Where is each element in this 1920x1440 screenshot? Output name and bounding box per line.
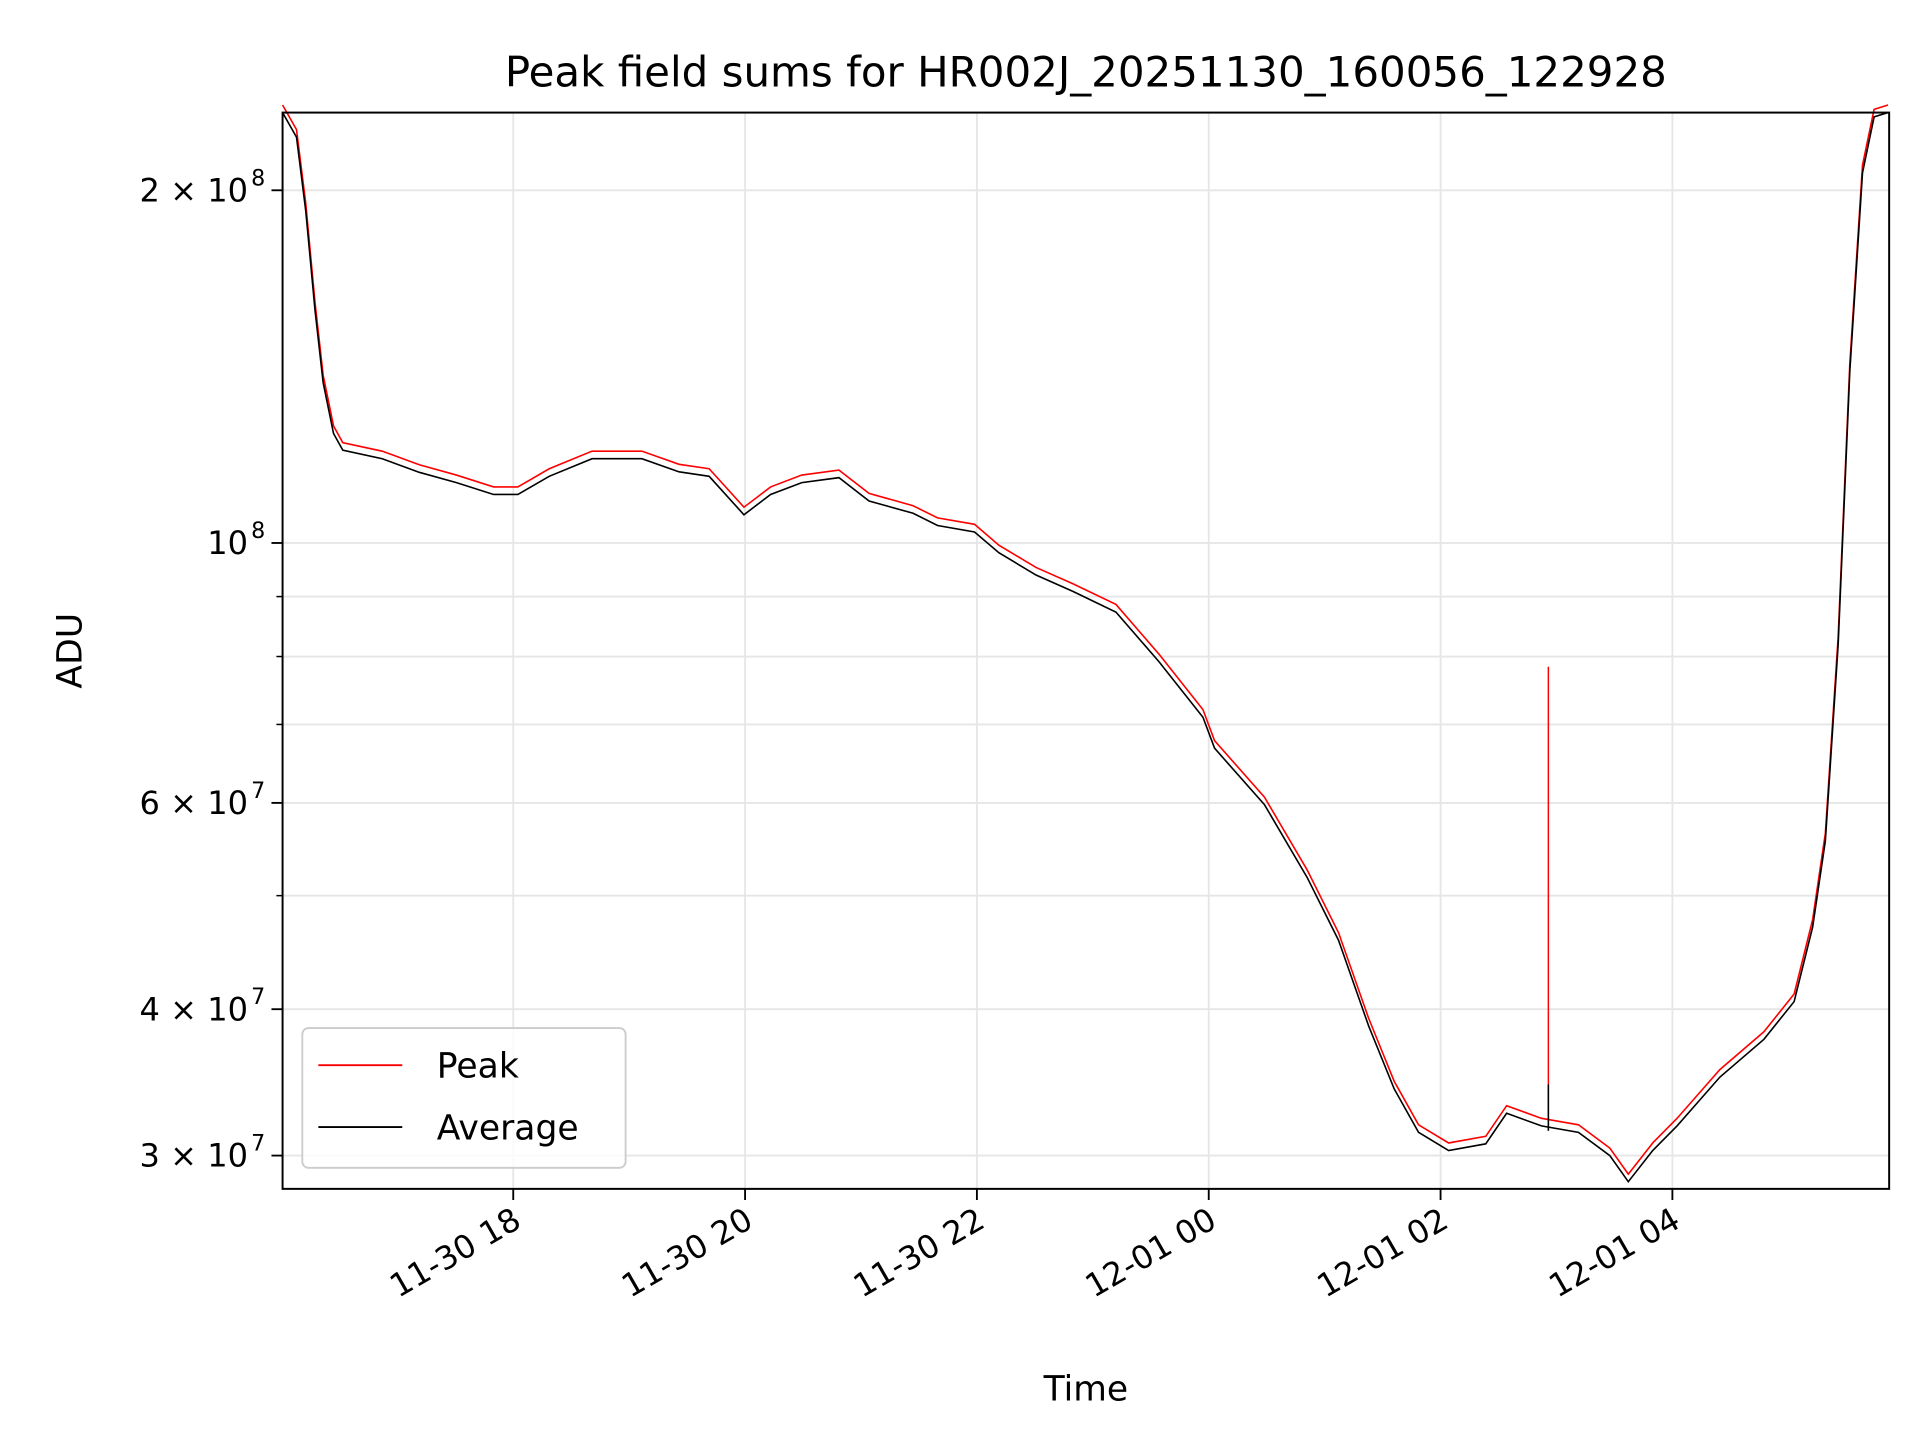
y-tick-base: 10 [207, 524, 248, 562]
y-tick-exponent: 7 [251, 984, 265, 1010]
y-tick-label: 3 × 10 [140, 1137, 248, 1175]
chart-title: Peak field sums for HR002J_20251130_1600… [505, 48, 1667, 97]
y-tick-base: 6 × 10 [140, 784, 248, 822]
y-tick-label: 2 × 10 [140, 171, 248, 209]
y-tick-label: 6 × 10 [140, 784, 248, 822]
y-tick-exponent: 8 [251, 518, 265, 544]
y-tick-base: 4 × 10 [140, 990, 248, 1028]
series-line-peak [281, 104, 1889, 1176]
y-tick-base: 2 × 10 [140, 171, 248, 209]
y-axis-label: ADU [50, 613, 90, 689]
y-tick-base: 3 × 10 [140, 1137, 248, 1175]
y-axis: 3 × 10 74 × 10 76 × 10 710 82 × 10 8 [140, 165, 283, 1175]
series-line-average [281, 111, 1889, 1184]
y-tick-exponent: 7 [251, 778, 265, 804]
legend: Peak Average [301, 1027, 627, 1169]
x-axis-label: Time [1043, 1369, 1129, 1409]
grid [282, 112, 1890, 1189]
legend-box [301, 1027, 627, 1169]
legend-label-average: Average [437, 1108, 579, 1148]
y-tick-label: 10 [207, 524, 248, 562]
legend-label-peak: Peak [437, 1046, 519, 1086]
y-tick-exponent: 7 [251, 1131, 265, 1157]
y-tick-exponent: 8 [251, 165, 265, 191]
series-layer [281, 104, 1889, 1184]
plot-frame [281, 111, 1891, 1190]
y-tick-label: 4 × 10 [140, 990, 248, 1028]
